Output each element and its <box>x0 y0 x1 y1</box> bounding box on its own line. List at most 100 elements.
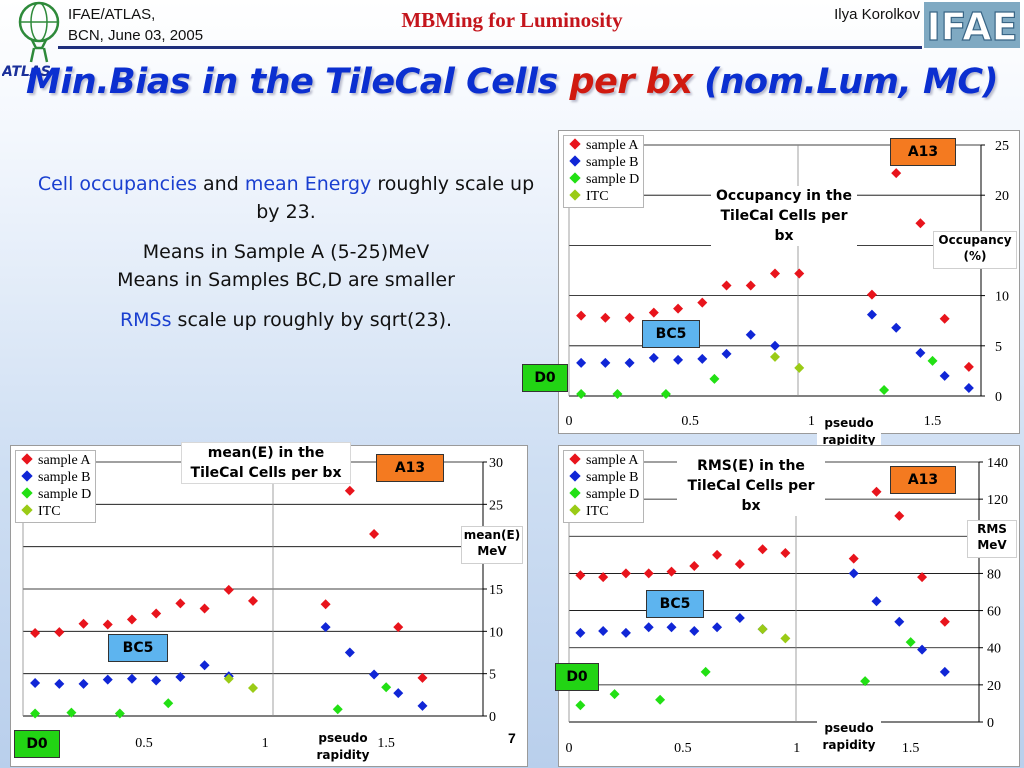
data-point-sample-b <box>770 340 780 351</box>
data-point-sample-b <box>624 357 635 368</box>
data-point-sample-a <box>939 313 950 324</box>
title-part3: (nom.Lum, MC) <box>692 62 999 102</box>
ifae-logo-text: IFAE <box>926 5 1017 48</box>
legend-marker-b <box>569 155 581 167</box>
data-point-sample-a <box>915 218 926 229</box>
data-point-sample-b <box>575 627 586 638</box>
legend-item-sample-b: sample B <box>568 469 639 486</box>
data-point-sample-a <box>576 310 587 321</box>
legend-marker-a <box>21 453 33 465</box>
data-point-sample-a <box>689 561 700 571</box>
data-point-sample-a <box>891 168 902 179</box>
region-tag-a13: A13 <box>890 466 956 494</box>
x-tick-label: 1 <box>262 736 269 751</box>
occupancy-x-axis-label: pseudo rapidity <box>817 415 881 447</box>
data-point-itc <box>757 624 768 635</box>
data-point-sample-b <box>598 626 609 636</box>
data-point-sample-b <box>963 382 974 393</box>
data-point-sample-a <box>780 548 791 558</box>
text-scale-up: roughly scale up by 23. <box>256 173 535 223</box>
legend-item-itc: ITC <box>568 503 639 520</box>
data-point-sample-b <box>697 353 708 364</box>
data-point-sample-d <box>660 388 671 399</box>
data-point-sample-a <box>393 622 404 633</box>
y-tick-label: 0 <box>987 716 994 731</box>
y-tick-label: 25 <box>995 139 1009 154</box>
data-point-sample-a <box>344 485 355 496</box>
data-point-sample-b <box>891 322 902 333</box>
text-cell-occupancies: Cell occupancies <box>37 173 197 195</box>
region-tag-bc5: BC5 <box>646 590 704 618</box>
legend-label: sample D <box>586 172 640 187</box>
legend-item-itc: ITC <box>20 503 91 520</box>
data-point-sample-b <box>30 677 41 688</box>
data-point-sample-a <box>199 603 210 614</box>
data-point-sample-d <box>700 666 711 677</box>
y-tick-label: 140 <box>987 456 1008 471</box>
data-point-sample-b <box>54 678 65 689</box>
data-point-sample-d <box>30 708 41 719</box>
y-tick-label: 0 <box>489 710 496 725</box>
legend-marker-d <box>569 172 581 184</box>
data-point-sample-d <box>905 637 916 648</box>
region-tag-a13: A13 <box>890 138 956 166</box>
data-point-sample-a <box>54 627 65 638</box>
text-and: and <box>197 173 245 195</box>
x-tick-label: 0.5 <box>135 736 153 751</box>
legend-label: ITC <box>38 504 61 519</box>
legend-item-sample-d: sample D <box>568 171 639 188</box>
data-point-sample-a <box>223 584 234 595</box>
page-number: 7 <box>508 730 516 746</box>
data-point-sample-a <box>175 598 186 609</box>
data-point-sample-d <box>612 388 623 399</box>
legend-marker-a <box>569 453 581 465</box>
data-point-sample-b <box>175 672 186 683</box>
data-point-sample-a <box>697 297 708 308</box>
data-point-sample-d <box>879 384 890 395</box>
data-point-sample-b <box>126 673 137 684</box>
data-point-sample-a <box>963 361 974 372</box>
data-point-itc <box>794 362 805 373</box>
data-point-sample-a <box>417 672 428 683</box>
slide-title: Min.Bias in the TileCal Cells per bx (no… <box>0 62 1024 102</box>
data-point-sample-b <box>848 568 859 579</box>
data-point-sample-a <box>643 568 654 579</box>
x-tick-label: 1.5 <box>902 741 920 756</box>
region-tag-bc5: BC5 <box>108 634 168 662</box>
region-tag-a13: A13 <box>376 454 444 482</box>
header-org: IFAE/ATLAS, <box>68 6 156 23</box>
data-point-itc <box>223 673 234 684</box>
data-point-sample-b <box>576 357 587 368</box>
data-point-sample-b <box>102 674 113 685</box>
x-tick-label: 1.5 <box>377 736 395 751</box>
data-point-sample-b <box>939 370 950 381</box>
summary-para-3: RMSs scale up roughly by sqrt(23). <box>26 306 546 334</box>
rms-energy-chart: 02040608010012014000.511.5 sample A samp… <box>558 445 1020 767</box>
data-point-itc <box>770 351 780 362</box>
data-point-sample-a <box>734 559 745 570</box>
legend-marker-itc <box>21 504 33 516</box>
y-tick-label: 0 <box>995 390 1002 405</box>
y-tick-label: 10 <box>995 290 1009 305</box>
mean-energy-x-axis-label: pseudo rapidity <box>311 730 375 764</box>
y-tick-label: 60 <box>987 605 1001 620</box>
data-point-sample-b <box>745 329 756 340</box>
mean-energy-chart-title: mean(E) in the TileCal Cells per bx <box>181 442 351 484</box>
y-tick-label: 20 <box>987 679 1001 694</box>
data-point-sample-d <box>609 689 620 700</box>
occupancy-legend: sample A sample B sample D ITC <box>563 135 645 208</box>
data-point-sample-b <box>666 622 677 633</box>
legend-item-sample-a: sample A <box>568 137 639 154</box>
occupancy-chart: 051015202500.511.5 sample A sample B sam… <box>558 130 1020 447</box>
data-point-sample-d <box>114 708 125 719</box>
region-tag-bc5: BC5 <box>642 320 700 348</box>
legend-label: sample D <box>38 487 92 502</box>
data-point-sample-d <box>66 707 77 718</box>
data-point-itc <box>780 633 791 644</box>
mean-energy-chart: 0510152025300.511.5 sample A sample B sa… <box>10 442 528 767</box>
legend-label: sample B <box>586 155 639 170</box>
data-point-sample-a <box>102 619 113 630</box>
data-point-sample-b <box>344 647 355 658</box>
legend-item-sample-d: sample D <box>568 486 639 503</box>
legend-label: sample B <box>586 470 639 485</box>
